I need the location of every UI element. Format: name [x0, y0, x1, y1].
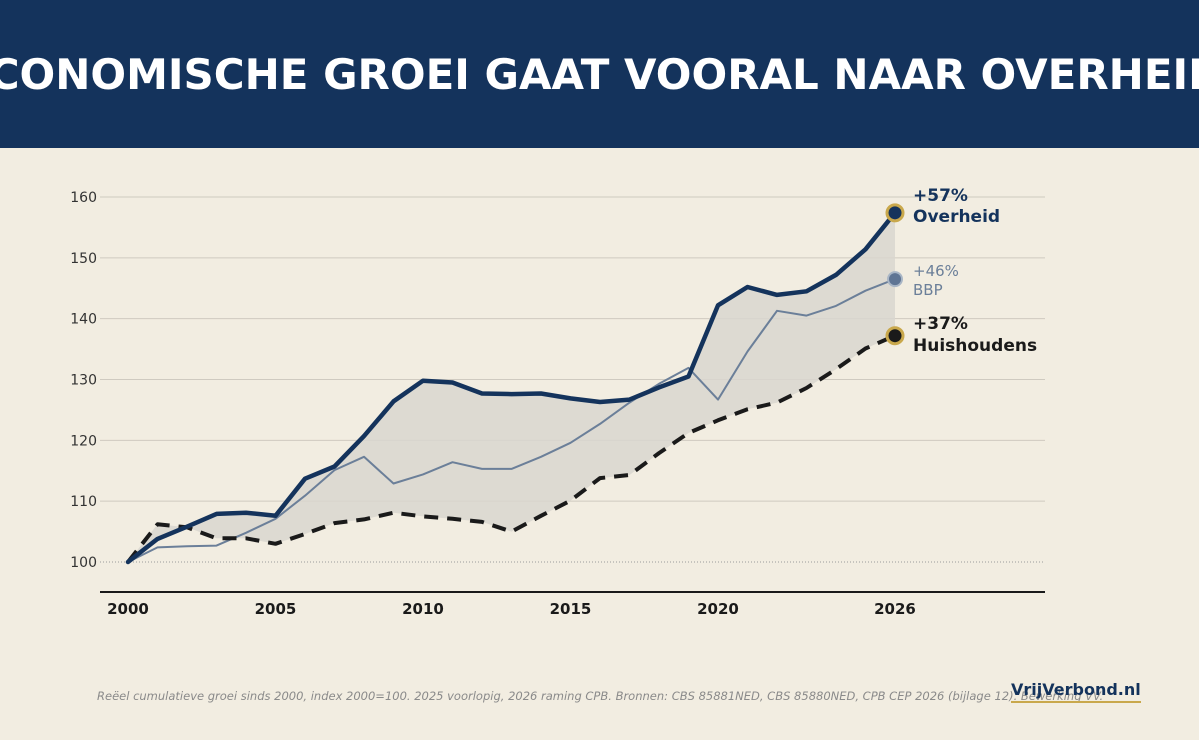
x-tick-label: 2005	[255, 600, 297, 618]
growth-line-chart: 100 110 120 130 140 150 160 2000 2005 2010 2015 202…	[70, 186, 1045, 618]
brand-logo-text: VrijVerbond.nl	[1011, 680, 1141, 703]
series-line-huishoudens	[126, 333, 896, 564]
end-label-name-huishoudens: Huishoudens	[913, 336, 1037, 356]
end-label-value-overheid: +57%	[913, 186, 968, 206]
y-tick-label: 150	[70, 251, 97, 267]
y-tick-label: 130	[70, 373, 97, 389]
y-tick-label: 110	[70, 494, 97, 510]
x-tick-label: 2010	[402, 600, 444, 618]
source-note: Reëel cumulatieve groei sinds 2000, inde…	[97, 689, 1104, 703]
y-tick-label: 160	[70, 190, 97, 206]
x-tick-label: 2026	[874, 600, 916, 618]
end-marker-huishoudens	[885, 326, 905, 346]
series-line-overheid	[125, 210, 898, 565]
x-tick-label: 2020	[697, 600, 739, 618]
end-label-value-huishoudens: +37%	[913, 314, 968, 334]
end-label-name-bbp: BBP	[913, 281, 943, 299]
series-line-bbp	[127, 278, 896, 563]
y-tick-label: 140	[70, 312, 97, 328]
y-tick-label: 120	[70, 433, 97, 449]
gap-band-area	[128, 212, 895, 563]
page-title-text: ECONOMISCHE GROEI GAAT VOORAL NAAR OVERH…	[0, 49, 1199, 99]
x-tick-label: 2000	[107, 600, 149, 618]
end-marker-overheid	[885, 203, 905, 223]
x-tick-label: 2015	[550, 600, 592, 618]
end-label-name-overheid: Overheid	[913, 207, 1000, 227]
end-marker-bbp	[887, 271, 903, 288]
y-tick-label: 100	[70, 555, 97, 571]
end-label-value-bbp: +46%	[913, 262, 959, 280]
header-banner: ECONOMISCHE GROEI GAAT VOORAL NAAR OVERH…	[0, 0, 1199, 148]
page-title: ECONOMISCHE GROEI GAAT VOORAL NAAR OVERH…	[0, 50, 1199, 99]
